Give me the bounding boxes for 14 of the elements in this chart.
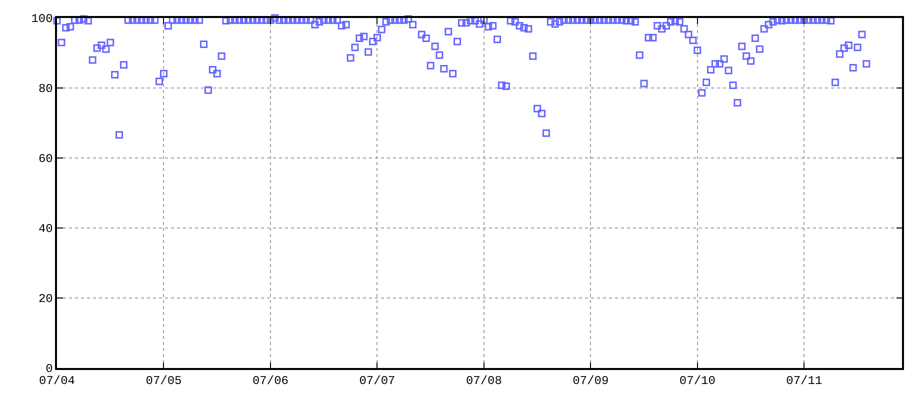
x-tick-label: 07/10 (679, 374, 716, 388)
y-tick-label: 100 (31, 12, 53, 26)
x-tick-label: 07/04 (38, 374, 76, 388)
y-tick-label: 0 (46, 362, 53, 376)
y-tick-label: 40 (38, 222, 53, 236)
y-tick-label: 80 (38, 82, 53, 96)
y-tick-label: 20 (38, 292, 53, 306)
x-tick-label: 07/05 (146, 374, 182, 388)
x-tick-label: 07/08 (466, 374, 502, 388)
x-tick-label: 07/07 (359, 374, 396, 388)
x-tick-label: 07/09 (572, 374, 609, 388)
x-tick-label: 07/11 (786, 374, 822, 388)
y-tick-label: 60 (38, 152, 53, 166)
x-tick-label: 07/06 (252, 374, 288, 388)
